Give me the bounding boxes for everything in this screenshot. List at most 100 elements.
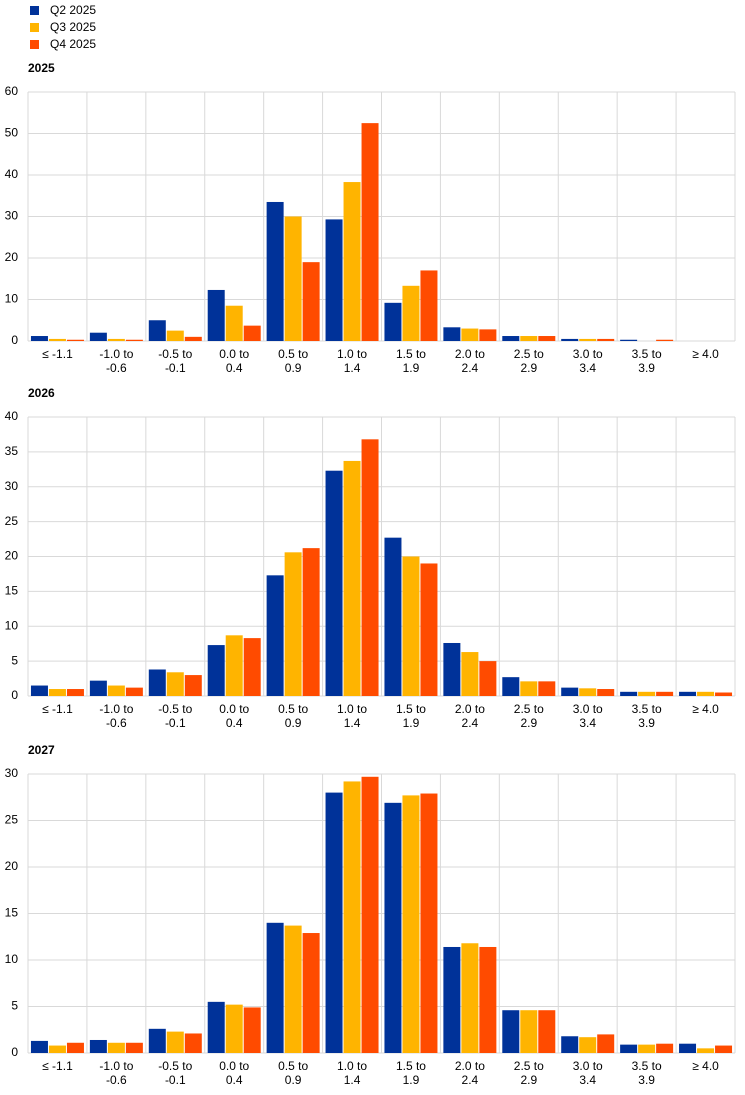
bar — [697, 691, 715, 696]
bar — [166, 672, 184, 696]
x-tick-label: 2.0 to 2.4 — [455, 1059, 485, 1087]
x-tick-label: ≥ 4.0 — [692, 1059, 719, 1073]
x-tick-label: -1.0 to -0.6 — [99, 702, 133, 730]
bar — [225, 1004, 243, 1053]
bar — [579, 1037, 597, 1053]
y-tick-label: 0 — [11, 333, 18, 347]
x-tick-label: 3.5 to 3.9 — [632, 702, 662, 730]
bar — [479, 661, 497, 696]
x-tick-label: 1.5 to 1.9 — [396, 1059, 426, 1087]
y-tick-label: 30 — [5, 209, 19, 223]
x-tick-label: 0.5 to 0.9 — [278, 702, 308, 730]
bar — [225, 635, 243, 696]
bar — [461, 943, 479, 1053]
bar — [284, 552, 302, 696]
bar — [207, 645, 225, 696]
bar — [243, 1007, 261, 1053]
y-tick-label: 15 — [5, 906, 19, 920]
bar — [656, 339, 674, 341]
bar — [184, 675, 202, 696]
x-tick-label: 2.0 to 2.4 — [455, 702, 485, 730]
x-tick-label: 1.0 to 1.4 — [337, 702, 367, 730]
bar — [402, 285, 420, 341]
bar — [284, 925, 302, 1053]
x-tick-label: 3.0 to 3.4 — [573, 702, 603, 730]
bar — [402, 556, 420, 696]
x-tick-label: 1.5 to 1.9 — [396, 702, 426, 730]
bar — [679, 1043, 697, 1053]
x-tick-label: -1.0 to -0.6 — [99, 347, 133, 375]
bar — [148, 669, 166, 696]
bar — [184, 1033, 202, 1053]
bar — [538, 681, 556, 696]
bar — [479, 946, 497, 1053]
bar — [579, 338, 597, 341]
x-tick-label: ≤ -1.1 — [42, 702, 73, 716]
x-tick-label: 2.5 to 2.9 — [514, 347, 544, 375]
bar — [66, 689, 84, 696]
bar — [66, 339, 84, 341]
bar — [384, 537, 402, 696]
bar — [148, 1028, 166, 1053]
bar — [148, 320, 166, 341]
y-tick-label: 5 — [11, 653, 18, 667]
bar — [284, 216, 302, 341]
y-tick-label: 10 — [5, 952, 19, 966]
bar — [538, 336, 556, 341]
bar — [443, 327, 461, 341]
y-tick-label: 10 — [5, 292, 19, 306]
bar — [656, 691, 674, 696]
bar — [166, 330, 184, 341]
bar — [325, 470, 343, 696]
legend-label: Q2 2025 — [50, 3, 96, 17]
x-tick-label: -1.0 to -0.6 — [99, 1059, 133, 1087]
bar — [697, 1048, 715, 1053]
x-tick-label: 1.0 to 1.4 — [337, 1059, 367, 1087]
bar — [520, 1010, 538, 1053]
bar — [243, 638, 261, 696]
bar — [302, 933, 320, 1053]
bar — [361, 776, 379, 1053]
bar — [443, 946, 461, 1053]
bar — [502, 677, 520, 696]
chart-title: 2027 — [28, 743, 55, 757]
bar — [107, 1042, 125, 1053]
x-tick-label: -0.5 to -0.1 — [158, 702, 192, 730]
legend-label: Q3 2025 — [50, 20, 96, 34]
bar — [420, 793, 438, 1053]
bar — [302, 262, 320, 341]
y-tick-label: 20 — [5, 549, 19, 563]
x-tick-label: 0.5 to 0.9 — [278, 347, 308, 375]
x-tick-label: -0.5 to -0.1 — [158, 347, 192, 375]
bar — [243, 325, 261, 341]
bar — [579, 688, 597, 696]
y-tick-label: 40 — [5, 167, 19, 181]
y-tick-label: 30 — [5, 479, 19, 493]
bar — [656, 1043, 674, 1053]
bar — [48, 338, 66, 341]
bar — [266, 201, 284, 341]
legend-swatch — [30, 6, 39, 15]
y-tick-label: 30 — [5, 766, 19, 780]
x-tick-label: 0.0 to 0.4 — [219, 1059, 249, 1087]
y-tick-label: 50 — [5, 126, 19, 140]
bar — [520, 336, 538, 341]
bar — [502, 336, 520, 341]
bar — [207, 289, 225, 341]
y-tick-label: 20 — [5, 250, 19, 264]
x-tick-label: 3.0 to 3.4 — [573, 347, 603, 375]
bar — [48, 1045, 66, 1053]
bar — [30, 1040, 48, 1053]
x-tick-label: 0.0 to 0.4 — [219, 702, 249, 730]
x-tick-label: 3.0 to 3.4 — [573, 1059, 603, 1087]
bar — [520, 681, 538, 696]
bar — [479, 329, 497, 341]
bar — [343, 182, 361, 341]
bar — [266, 922, 284, 1053]
bar — [66, 1042, 84, 1053]
x-tick-label: ≥ 4.0 — [692, 347, 719, 361]
bar — [638, 1044, 656, 1053]
bar — [597, 338, 615, 341]
bar — [597, 689, 615, 696]
